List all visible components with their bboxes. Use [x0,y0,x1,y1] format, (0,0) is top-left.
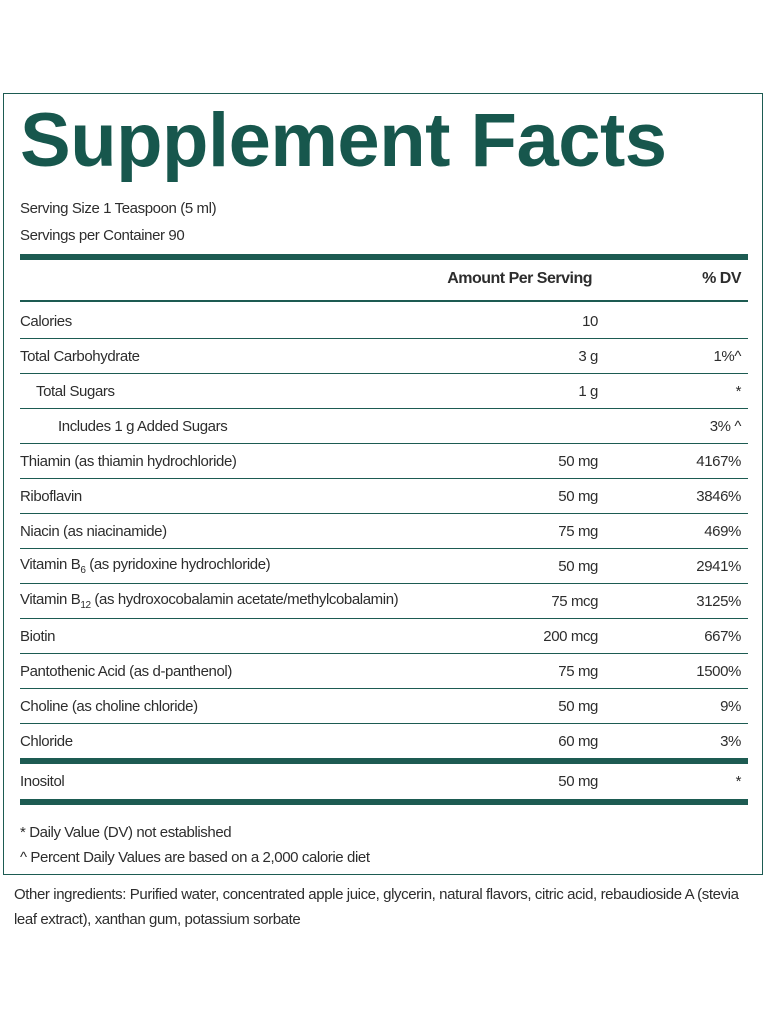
nutrient-cell: Biotin [20,628,398,645]
divider [20,300,748,302]
table-row: Choline (as choline chloride) 50 mg 9% [20,689,748,724]
nutrient-name: Choline (as choline chloride) [20,697,198,715]
amount: 50 mg [558,773,598,790]
amount: 200 mcg [543,627,598,645]
daily-value: 1%^ [713,347,741,365]
nutrient-cell: Includes 1 g Added Sugars [20,418,398,435]
footnote: ^ Percent Daily Values are based on a 2,… [20,849,370,866]
nutrient-cell: Calories [20,313,398,330]
daily-value: 9% [720,697,741,715]
nutrient-name: Pantothenic Acid (as d-panthenol) [20,662,232,680]
amount: 50 mg [558,487,598,505]
table-row: Niacin (as niacinamide) 75 mg 469% [20,514,748,549]
table-row: Vitamin B12 (as hydroxocobalamin acetate… [20,584,748,619]
title: Supplement Facts [20,98,667,183]
nutrient-name: Niacin (as niacinamide) [20,522,167,540]
amount: 50 mg [558,697,598,715]
table-row: Biotin 200 mcg 667% [20,619,748,654]
amount: 3 g [578,347,598,365]
amount: 75 mg [558,522,598,540]
daily-value: 1500% [696,662,741,680]
divider [20,254,748,260]
nutrient-name: Inositol [20,773,65,790]
nutrient-name: Biotin [20,627,56,645]
nutrient-cell: Chloride [20,733,398,750]
table-row: Vitamin B6 (as pyridoxine hydrochloride)… [20,549,748,584]
nutrient-name: Includes 1 g Added Sugars [58,417,228,435]
other-ingredients: Other ingredients: Purified water, conce… [14,886,739,928]
nutrient-cell: Vitamin B6 (as pyridoxine hydrochloride) [20,556,398,576]
servings-per-container: Servings per Container 90 [20,227,185,244]
nutrient-name: Chloride [20,732,73,750]
table-row: Total Sugars 1 g * [20,374,748,409]
table-row: Chloride 60 mg 3% [20,724,748,758]
daily-value: 3846% [696,487,741,505]
nutrient-cell: Vitamin B12 (as hydroxocobalamin acetate… [20,591,399,611]
serving-size: Serving Size 1 Teaspoon (5 ml) [20,200,217,217]
table-row: Thiamin (as thiamin hydrochloride) 50 mg 4… [20,444,748,479]
amount: 75 mg [558,662,598,680]
table-row: Total Carbohydrate 3 g 1%^ [20,339,748,374]
nutrient-cell: Choline (as choline chloride) [20,698,398,715]
nutrient-cell: Total Sugars [20,383,398,400]
daily-value: 3% ^ [709,417,742,435]
daily-value: 3125% [696,592,741,610]
table-row: Includes 1 g Added Sugars 3% ^ [20,409,748,444]
label-border [3,93,763,875]
nutrient-name: Vitamin B [20,556,81,573]
amount: 10 [582,312,598,330]
nutrient-cell: Thiamin (as thiamin hydrochloride) [20,453,398,470]
daily-value: * [735,773,742,790]
nutrient-name: Total Carbohydrate [20,347,140,365]
nutrient-name: Total Sugars [36,382,115,400]
table-row: Riboflavin 50 mg 3846% [20,479,748,514]
nutrient-detail: (as pyridoxine hydrochloride) [85,556,271,573]
table-row: Pantothenic Acid (as d-panthenol) 75 mg 15… [20,654,748,689]
daily-value: 667% [704,627,741,645]
table-row: Calories 10 [20,304,748,339]
nutrient-name: Riboflavin [20,487,82,505]
subscript: 12 [80,600,91,611]
amount: 50 mg [558,557,598,575]
daily-value: 4167% [696,452,741,470]
nutrient-detail: (as hydroxocobalamin acetate/methylcobal… [90,591,399,608]
nutrient-name: Vitamin B [20,591,81,608]
daily-value: 469% [704,522,741,540]
nutrient-cell: Inositol [20,773,398,790]
daily-value: 3% [720,732,741,750]
subscript: 6 [80,565,86,576]
column-header: % DV [702,270,741,287]
nutrient-name: Calories [20,312,72,330]
nutrient-cell: Niacin (as niacinamide) [20,523,398,540]
table-row: Inositol 50 mg * [20,758,748,805]
daily-value: 2941% [696,557,741,575]
nutrient-cell: Riboflavin [20,488,398,505]
amount: 50 mg [558,452,598,470]
nutrient-cell: Pantothenic Acid (as d-panthenol) [20,663,398,680]
amount: 1 g [578,382,598,400]
amount: 75 mcg [551,592,599,610]
nutrient-cell: Total Carbohydrate [20,348,398,365]
facts-table: Calories 10 Total Carbohydrate 3 g 1%^ Total … [20,304,748,805]
nutrient-name: Thiamin (as thiamin hydrochloride) [20,452,237,470]
amount: 60 mg [558,732,598,750]
daily-value: * [735,382,742,400]
footnote: * Daily Value (DV) not established [20,824,232,841]
column-header: Amount Per Serving [447,270,592,287]
